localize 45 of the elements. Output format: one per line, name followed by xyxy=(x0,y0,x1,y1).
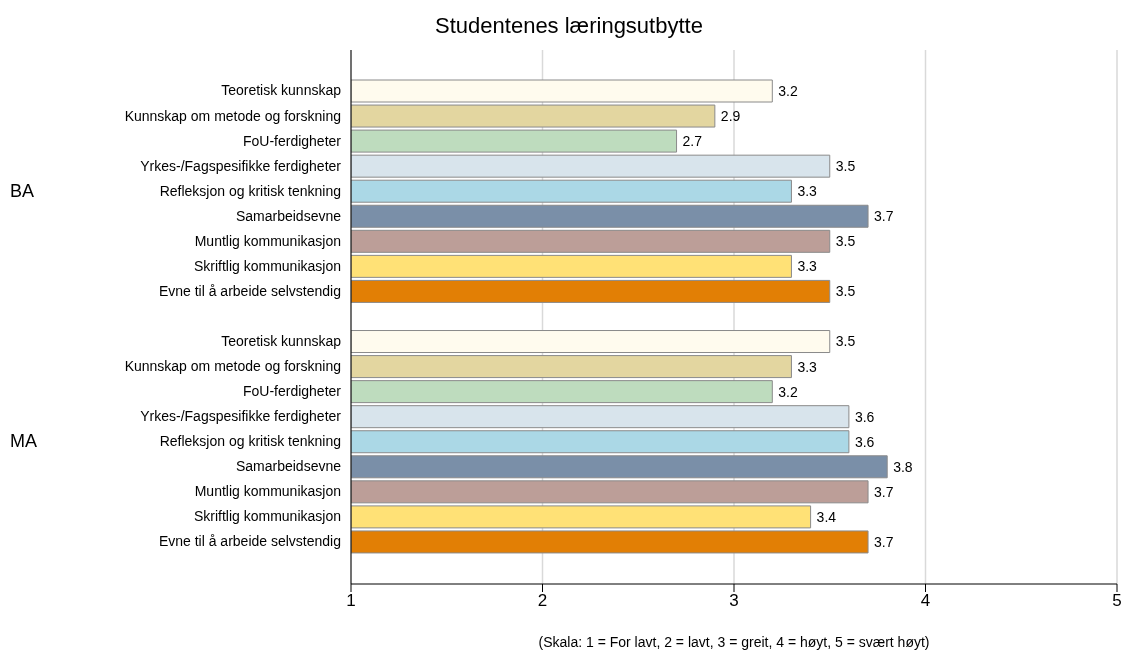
data-label: 3.2 xyxy=(778,383,798,400)
data-label: 3.3 xyxy=(797,258,818,275)
data-label: 3.6 xyxy=(854,433,875,450)
y-tick-label: Skriftlig kommunikasjon xyxy=(193,257,341,274)
y-tick-label: Yrkes-/Fagspesifikke ferdigheter xyxy=(140,408,342,425)
data-label: 3.3 xyxy=(797,358,818,375)
y-tick-label: Teoretisk kunnskap xyxy=(221,333,342,350)
y-tick-label: Muntlig kommunikasjon xyxy=(194,483,341,500)
data-label: 3.5 xyxy=(835,333,856,350)
text: (Skala: 1 = For lavt, 2 = lavt, 3 = greit, 4 = høyt, 5 = svært høyt) xyxy=(537,634,931,650)
chart-title: Studentenes læringsutbytte xyxy=(434,12,704,40)
data-label: 3.5 xyxy=(835,283,856,300)
y-tick-label: Samarbeidsevne xyxy=(235,458,342,475)
y-tick-label: Refleksjon og kritisk tenkning xyxy=(159,433,341,450)
x-tick-label: 1 xyxy=(346,591,356,611)
x-tick-label: 2 xyxy=(537,591,548,611)
data-label: 2.7 xyxy=(682,133,703,150)
data-label: 3.4 xyxy=(816,508,837,525)
data-label: 3.7 xyxy=(874,208,894,225)
y-tick-label: Teoretisk kunnskap xyxy=(221,82,342,99)
data-label: 3.2 xyxy=(778,82,798,99)
x-tick-label: 4 xyxy=(920,591,931,611)
y-tick-label: Samarbeidsevne xyxy=(235,207,342,224)
y-tick-label: Evne til å arbeide selvstendig xyxy=(158,282,341,299)
y-tick-label: Muntlig kommunikasjon xyxy=(194,232,341,249)
data-label: 3.6 xyxy=(854,408,875,425)
data-label: 3.5 xyxy=(835,233,856,250)
data-label: 3.8 xyxy=(893,458,913,475)
text: MA xyxy=(10,430,37,453)
text: BA xyxy=(10,179,35,202)
y-tick-label: Yrkes-/Fagspesifikke ferdigheter xyxy=(140,157,342,174)
y-tick-label: Kunnskap om metode og forskning xyxy=(124,358,341,375)
y-tick-label: FoU-ferdigheter xyxy=(242,132,342,149)
y-tick-label: FoU-ferdigheter xyxy=(242,383,342,400)
y-tick-label: Kunnskap om metode og forskning xyxy=(124,107,341,124)
x-tick-label: 5 xyxy=(1112,591,1122,611)
data-label: 3.5 xyxy=(835,158,856,175)
y-tick-label: Skriftlig kommunikasjon xyxy=(193,508,341,525)
data-label: 3.7 xyxy=(874,483,894,500)
x-tick-label: 3 xyxy=(729,591,739,611)
data-label: 3.7 xyxy=(874,533,894,550)
data-label: 2.9 xyxy=(720,108,741,125)
y-tick-label: Evne til å arbeide selvstendig xyxy=(158,533,341,550)
y-tick-label: Refleksjon og kritisk tenkning xyxy=(159,182,341,199)
data-label: 3.3 xyxy=(797,183,818,200)
